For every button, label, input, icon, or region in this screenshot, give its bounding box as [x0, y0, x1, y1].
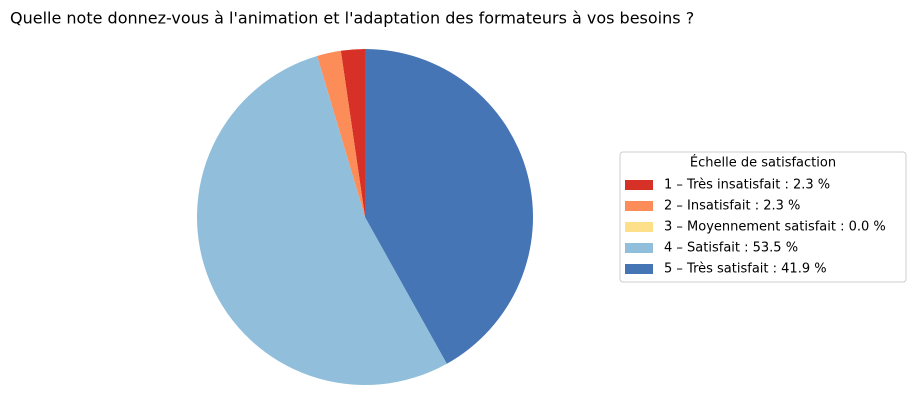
legend-label: 5 – Très satisfait : 41.9 % [664, 262, 827, 277]
pie-slice [365, 49, 533, 364]
legend-swatch [625, 243, 653, 253]
legend-label: 1 – Très insatisfait : 2.3 % [664, 178, 830, 193]
chart-title: Quelle note donnez-vous à l'animation et… [10, 9, 694, 28]
pie-slice [340, 49, 365, 217]
legend-label: 3 – Moyennement satisfait : 0.0 % [664, 220, 886, 235]
legend: Échelle de satisfaction 1 – Très insatis… [619, 151, 907, 283]
legend-swatch [625, 201, 653, 211]
pie-slice [196, 55, 447, 386]
pie [196, 49, 533, 386]
legend-title: Échelle de satisfaction [690, 155, 836, 171]
legend-swatch [625, 180, 653, 190]
legend-swatch [625, 222, 653, 232]
legend-label: 2 – Insatisfait : 2.3 % [664, 199, 800, 214]
legend-label: 4 – Satisfait : 53.5 % [664, 241, 798, 256]
pie-slice [317, 50, 365, 217]
legend-frame [619, 151, 907, 283]
legend-swatch [625, 264, 653, 274]
